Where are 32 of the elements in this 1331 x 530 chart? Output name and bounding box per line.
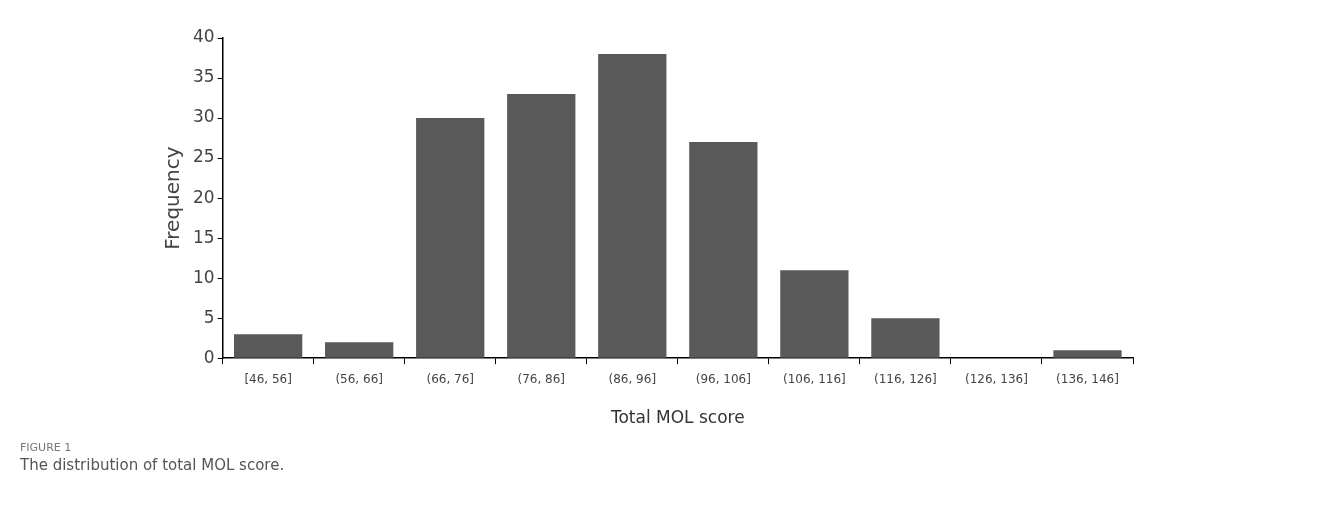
x-tick-label: (96, 106] [695,371,751,386]
y-tick-label: 40 [192,26,215,47]
x-tick-label: (106, 116] [782,371,846,386]
bar [325,342,394,358]
y-tick-label: 5 [203,306,215,327]
caption: FIGURE 1 [20,441,73,454]
x-tick-label: (66, 76] [426,371,474,386]
y-tick-label: 15 [192,226,215,247]
x-tick-label: (126, 136] [965,371,1028,386]
bar [507,94,576,358]
y-tick-label: 35 [192,66,215,87]
y-axis-title: Frequency [160,146,185,250]
x-tick-label: (116, 126] [874,371,937,386]
text: The distribution of total MOL score. [20,456,286,474]
bar [1053,350,1122,358]
y-tick-label: 30 [192,106,215,127]
x-tick-label: [46, 56] [244,371,292,386]
x-tick-label: (86, 96] [608,371,657,386]
bar [871,318,940,358]
x-tick-label: (56, 66] [335,371,383,386]
bar [598,54,667,358]
x-tick-label: (76, 86] [517,371,566,386]
y-tick-label: 10 [192,266,215,287]
bar [416,118,485,358]
x-axis-title: Total MOL score [609,407,745,428]
bar [780,270,849,358]
x-tick-label: (136, 146] [1056,371,1119,386]
bar [689,142,758,358]
y-tick-label: 0 [203,346,215,367]
y-tick-label: 25 [192,146,215,167]
y-tick-label: 20 [192,186,215,207]
bar [234,334,303,358]
